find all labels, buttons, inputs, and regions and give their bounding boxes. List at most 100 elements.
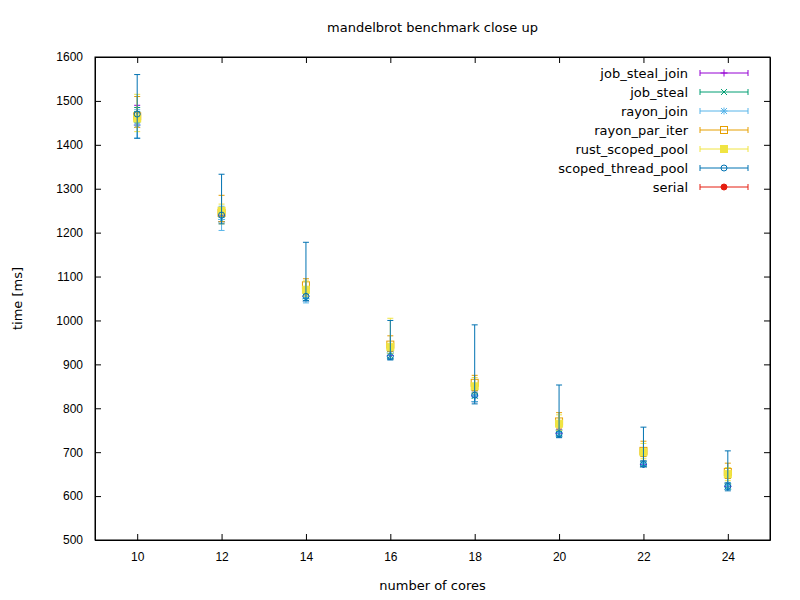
series [134,110,732,490]
tick-mark [306,534,307,540]
tick-mark [764,233,770,234]
tick: 18 [469,534,483,564]
tick [764,364,770,365]
legend-marker [721,165,727,171]
marker-shape [219,212,225,218]
tick-mark [764,189,770,190]
tick-mark [95,320,101,321]
tick-mark [764,320,770,321]
tick-label: 16 [384,550,398,564]
legend-sample [700,108,748,114]
tick-mark [95,364,101,365]
tick: 16 [384,534,398,564]
tick-mark [95,408,101,409]
tick-label: 900 [63,358,83,372]
marker-shape [303,293,309,299]
tick [764,320,770,321]
tick-mark [95,145,101,146]
tick [475,57,476,63]
series [134,105,732,490]
tick-mark [764,277,770,278]
tick: 1200 [56,226,101,240]
tick-mark [222,534,223,540]
tick-label: 1600 [56,50,83,64]
marker-shape [134,111,140,117]
tick-label: 1300 [56,182,83,196]
tick-mark [764,364,770,365]
marker-shape [721,89,727,95]
tick: 20 [553,534,567,564]
error-bar [387,320,393,360]
tick: 10 [131,534,145,564]
tick: 500 [63,533,101,547]
tick: 1600 [56,50,101,64]
series [134,94,732,480]
chart: 1012141618202224500600700800900100011001… [0,0,800,600]
y-axis-right [764,58,771,541]
plot-area [134,75,732,491]
tick [643,57,644,63]
tick-label: 20 [553,550,567,564]
tick [764,452,770,453]
tick [764,57,770,58]
tick: 12 [215,534,229,564]
tick-label: 700 [63,446,83,460]
error-bar [725,451,731,491]
error-bar [556,385,562,438]
y-axis: 5006007008009001000110012001300140015001… [56,50,101,547]
tick: 600 [63,489,101,503]
tick: 900 [63,358,101,372]
marker-shape [640,461,646,467]
tick-mark [764,101,770,102]
tick-label: 1100 [57,270,83,284]
marker-shape [721,108,728,115]
legend-marker [721,108,728,115]
tick: 1400 [56,138,101,152]
tick: 24 [722,534,736,564]
x-axis-top [96,57,771,63]
marker [472,392,478,398]
error-bar [134,75,140,139]
series [134,75,731,491]
tick-label: 10 [131,550,145,564]
tick-mark [390,57,391,63]
tick-mark [95,101,101,102]
marker-shape [721,165,727,171]
tick-label: 500 [63,533,83,547]
tick-mark [390,534,391,540]
legend-label: job_steal_join [599,66,688,81]
tick-mark [643,57,644,63]
tick [764,189,770,190]
tick [764,408,770,409]
error-bar [472,325,478,404]
tick [390,57,391,63]
legend-sample [700,184,748,190]
marker [303,293,309,299]
marker [219,212,225,218]
tick: 1000 [56,314,101,328]
tick-mark [559,534,560,540]
tick-label: 1000 [56,314,83,328]
tick [137,57,138,63]
legend-sample [700,165,748,171]
tick-mark [764,145,770,146]
legend-label: rayon_par_iter [594,123,688,138]
legend-marker [721,146,728,153]
tick-label: 14 [300,550,314,564]
tick-label: 24 [722,550,736,564]
error-bar [640,427,646,466]
series [134,97,732,479]
tick-mark [764,496,770,497]
marker [725,483,731,489]
marker [556,431,562,437]
marker [387,353,393,359]
error-bar [219,174,225,224]
marker-shape [725,483,731,489]
marker-shape [721,184,727,190]
tick [764,277,770,278]
tick-mark [95,233,101,234]
tick-mark [728,57,729,63]
tick [222,57,223,63]
tick-mark [475,534,476,540]
tick-mark [764,408,770,409]
